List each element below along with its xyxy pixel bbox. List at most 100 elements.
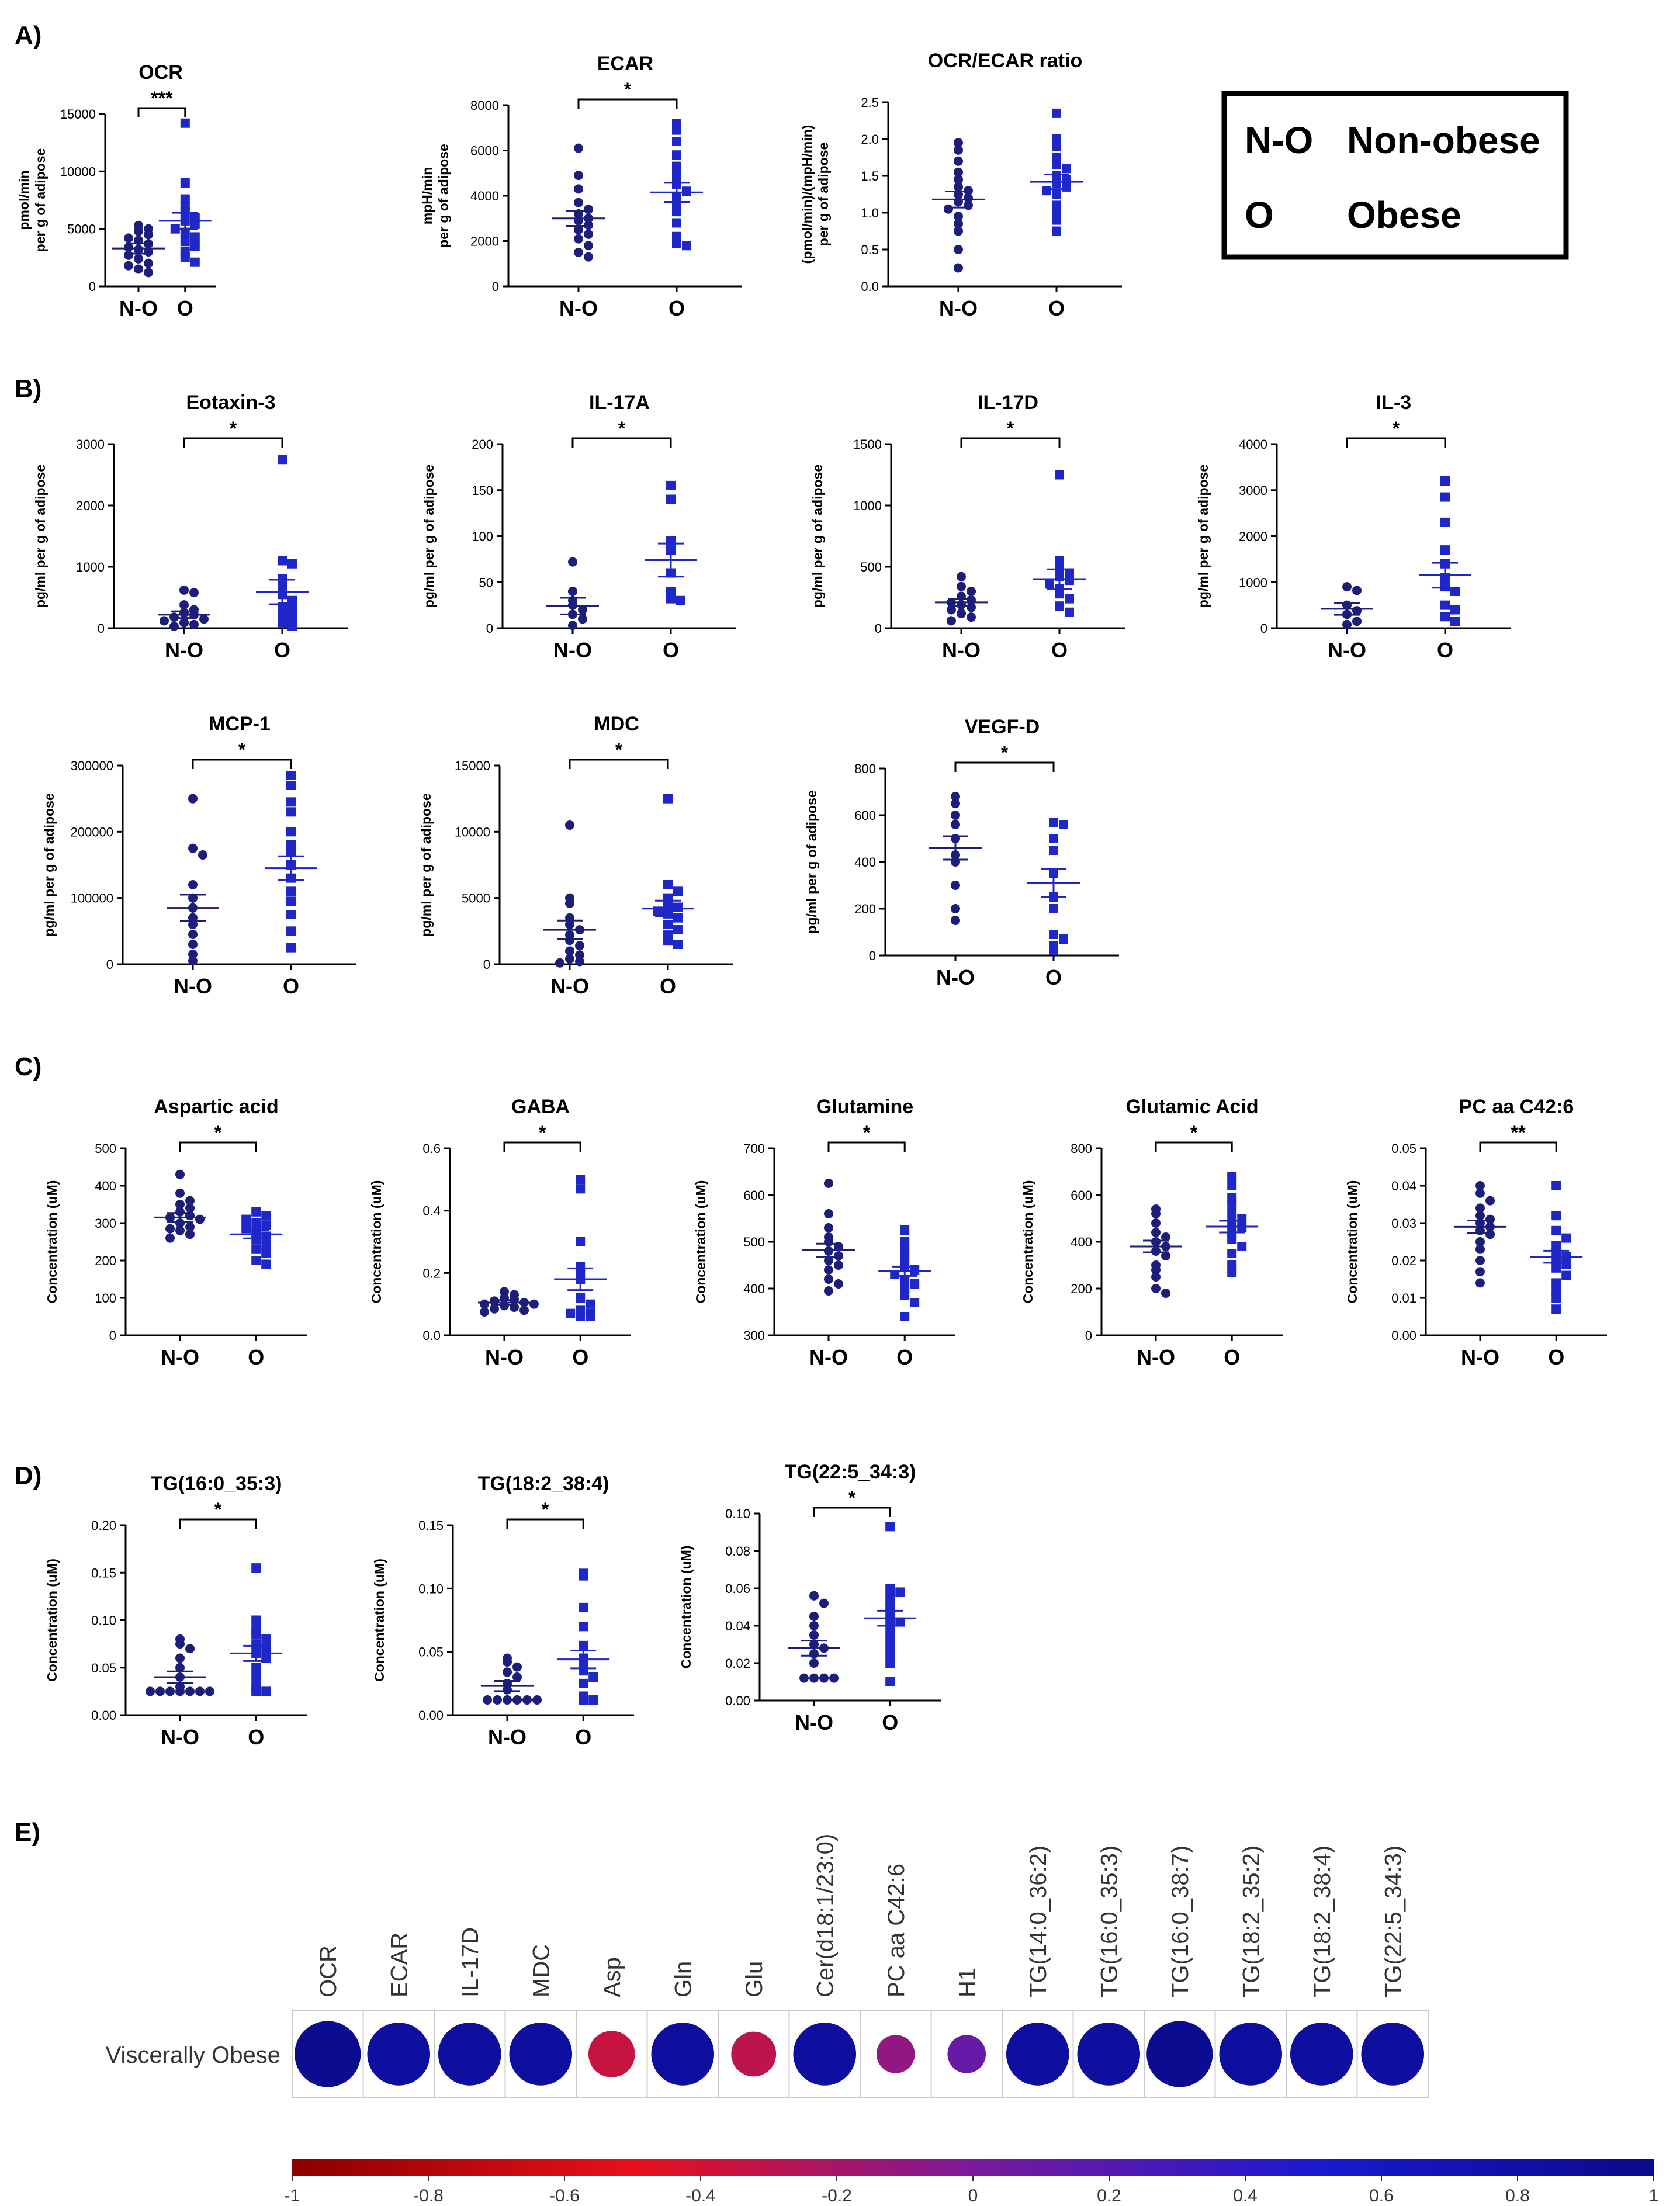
y-tick-label: 0.05 — [1391, 1141, 1416, 1156]
point-obese — [885, 1584, 895, 1593]
heatmap-column-label: IL-17D — [458, 1927, 483, 1997]
chart-title: Eotaxin-3 — [186, 392, 275, 414]
point-non-obese — [578, 614, 587, 624]
point-non-obese — [1151, 1218, 1161, 1228]
point-non-obese — [175, 1207, 185, 1217]
point-obese — [261, 1231, 271, 1241]
y-tick-label: 100 — [472, 529, 493, 544]
point-obese — [287, 559, 297, 569]
y-tick-label: 1000 — [1239, 575, 1267, 590]
y-tick-label: 0 — [98, 621, 105, 636]
point-non-obese — [565, 936, 574, 946]
y-tick-label: 0 — [869, 948, 876, 963]
point-non-obese — [1342, 582, 1352, 592]
point-obese — [278, 455, 287, 465]
y-tick-label: 0.5 — [861, 243, 879, 257]
point-obese — [579, 1640, 588, 1650]
point-obese — [180, 207, 190, 217]
y-tick-label: 400 — [854, 855, 876, 870]
point-non-obese — [565, 946, 574, 956]
y-tick-label: 3000 — [76, 437, 105, 452]
significance-bracket — [827, 1141, 906, 1152]
chart-title: IL-3 — [1376, 392, 1411, 414]
point-non-obese — [146, 1686, 155, 1696]
point-obese — [576, 1237, 586, 1246]
point-non-obese — [954, 212, 963, 221]
point-obese — [588, 1672, 598, 1682]
point-non-obese — [165, 1224, 175, 1234]
point-obese — [180, 178, 190, 188]
point-obese — [1551, 1225, 1561, 1235]
significance-label: * — [863, 1122, 871, 1143]
heatmap-column-label: PC aa C42:6 — [884, 1864, 909, 1997]
y-tick-label: 200000 — [71, 825, 113, 839]
y-axis-label: Concentration (uM) — [693, 1180, 708, 1304]
significance-bracket — [192, 759, 292, 769]
point-non-obese — [175, 1663, 185, 1672]
y-tick-label: 0.04 — [725, 1619, 750, 1633]
point-obese — [1052, 226, 1061, 236]
y-tick-label: 4000 — [1239, 437, 1267, 452]
y-tick-label: 0.00 — [418, 1708, 444, 1723]
point-obese — [672, 161, 681, 171]
point-non-obese — [1485, 1196, 1495, 1206]
point-obese — [241, 1224, 251, 1234]
point-obese — [579, 1678, 588, 1688]
point-obese — [1049, 818, 1058, 827]
point-non-obese — [1151, 1228, 1161, 1237]
point-obese — [663, 920, 673, 929]
y-tick-label: 15000 — [455, 759, 490, 773]
point-non-obese — [954, 245, 963, 254]
x-tick-label: N-O — [942, 638, 981, 662]
panel-label-b: B) — [15, 375, 41, 403]
point-obese — [673, 940, 683, 949]
point-non-obese — [574, 234, 583, 244]
point-non-obese — [1352, 617, 1362, 626]
point-non-obese — [574, 247, 583, 257]
point-obese — [1049, 846, 1058, 855]
y-tick-label: 200 — [472, 437, 493, 452]
y-axis-label: per g of adipose — [816, 143, 831, 247]
point-obese — [278, 618, 287, 628]
point-obese — [180, 227, 190, 237]
y-axis-label: pg/ml per g of adipose — [804, 790, 819, 933]
point-obese — [1059, 820, 1068, 829]
significance-bracket — [571, 437, 672, 448]
point-non-obese — [957, 572, 966, 581]
point-non-obese — [512, 1672, 522, 1682]
point-obese — [885, 1522, 895, 1532]
point-obese — [885, 1649, 895, 1658]
point-obese — [251, 1672, 261, 1682]
point-non-obese — [124, 261, 133, 271]
heatmap-cell-gln — [651, 2023, 715, 2086]
point-obese — [1440, 612, 1450, 622]
point-non-obese — [1475, 1181, 1485, 1190]
point-non-obese — [967, 602, 976, 612]
x-tick-label: N-O — [174, 974, 212, 998]
y-tick-label: 200 — [854, 902, 876, 916]
point-non-obese — [565, 820, 574, 830]
point-obese — [666, 480, 676, 490]
point-non-obese — [819, 1598, 829, 1608]
y-tick-label: 0.6 — [422, 1141, 441, 1156]
y-tick-label: 0.02 — [1391, 1253, 1416, 1268]
y-tick-label: 200 — [95, 1253, 116, 1268]
x-tick-label: N-O — [809, 1345, 848, 1369]
x-tick-label: N-O — [553, 638, 592, 662]
point-obese — [900, 1246, 910, 1256]
point-non-obese — [175, 1200, 185, 1209]
heatmap-cell-glu — [731, 2031, 777, 2077]
point-non-obese — [967, 612, 976, 622]
point-non-obese — [824, 1223, 833, 1232]
point-obese — [1450, 617, 1460, 626]
point-obese — [910, 1265, 920, 1275]
point-obese — [190, 219, 200, 229]
chart-title: VEGF-D — [965, 716, 1040, 738]
x-tick-label: O — [1051, 638, 1068, 662]
point-obese — [663, 880, 673, 889]
point-obese — [1052, 215, 1061, 225]
point-obese — [900, 1225, 910, 1235]
point-obese — [576, 1293, 586, 1303]
y-axis-label: per g of adipose — [436, 144, 451, 248]
x-tick-label: O — [1048, 296, 1065, 320]
